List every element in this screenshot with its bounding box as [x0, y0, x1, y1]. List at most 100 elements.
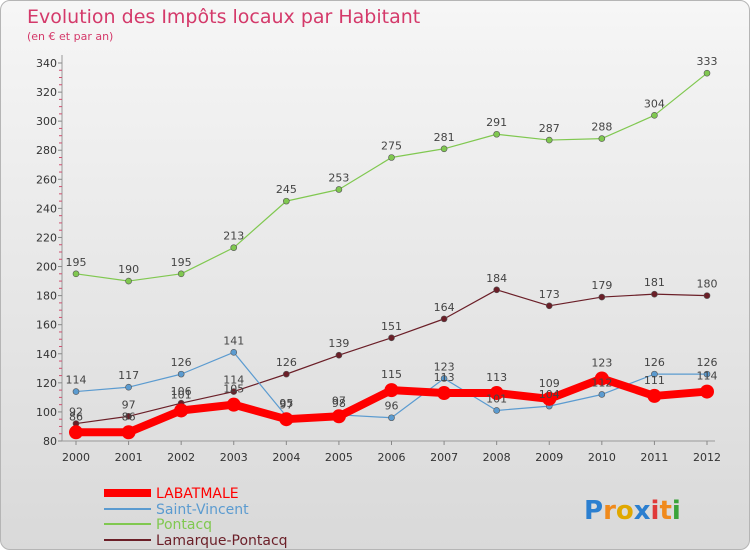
- data-label: 106: [171, 385, 192, 398]
- data-label: 86: [69, 410, 83, 423]
- y-tick-label: 140: [36, 348, 57, 361]
- x-tick-label: 2001: [115, 451, 143, 464]
- data-label: 195: [171, 256, 192, 269]
- y-tick-label: 220: [36, 231, 57, 244]
- data-label: 98: [332, 397, 346, 410]
- data-point: [230, 349, 238, 356]
- data-point: [72, 388, 80, 395]
- data-label: 123: [434, 360, 455, 373]
- data-label: 173: [539, 288, 560, 301]
- x-tick-label: 2004: [272, 451, 300, 464]
- data-point: [703, 292, 711, 299]
- data-label: 304: [644, 97, 665, 110]
- x-tick-label: 2003: [220, 451, 248, 464]
- data-label: 126: [276, 356, 297, 369]
- data-point: [230, 388, 238, 395]
- y-tick-label: 200: [36, 261, 57, 274]
- legend-label: LABATMALE: [156, 486, 239, 502]
- data-point: [647, 388, 662, 403]
- logo-letter: P: [584, 496, 603, 526]
- y-tick-label: 280: [36, 144, 57, 157]
- data-point: [69, 425, 83, 440]
- data-point: [125, 412, 132, 420]
- data-label: 213: [223, 230, 244, 243]
- data-point: [440, 375, 448, 382]
- data-label: 253: [328, 171, 349, 184]
- data-point: [440, 145, 448, 153]
- x-tick-label: 2009: [535, 451, 563, 464]
- data-label: 190: [118, 263, 139, 276]
- data-point: [121, 425, 136, 440]
- data-label: 109: [539, 377, 560, 390]
- data-label: 181: [644, 276, 665, 289]
- chart-title: Evolution des Impôts locaux par Habitant: [27, 6, 421, 28]
- data-point: [493, 130, 500, 138]
- data-label: 139: [328, 337, 349, 350]
- legend-label: Saint-Vincent: [156, 502, 249, 518]
- data-point: [72, 270, 80, 278]
- data-label: 164: [434, 301, 455, 314]
- data-label: 151: [381, 320, 402, 333]
- data-label: 141: [223, 334, 244, 347]
- data-point: [230, 244, 238, 251]
- y-tick-label: 120: [36, 377, 57, 390]
- data-point: [437, 386, 452, 401]
- data-label: 115: [381, 368, 402, 381]
- logo-text: Proxiti: [584, 496, 681, 526]
- data-label: 275: [381, 140, 402, 153]
- data-point: [335, 351, 343, 359]
- data-label: 97: [122, 398, 136, 411]
- data-label: 86: [122, 410, 136, 423]
- logo-letter: o: [616, 496, 634, 526]
- data-point: [703, 69, 711, 77]
- data-label: 111: [644, 374, 665, 387]
- data-point: [177, 370, 185, 378]
- logo-letter: r: [603, 496, 616, 526]
- data-label: 97: [332, 394, 346, 407]
- data-point: [598, 135, 606, 142]
- data-label: 245: [276, 183, 297, 196]
- data-label: 114: [697, 370, 718, 383]
- y-tick-label: 240: [36, 202, 57, 215]
- data-label: 112: [591, 376, 612, 389]
- data-point: [279, 412, 294, 427]
- data-point: [174, 403, 189, 418]
- data-label: 104: [539, 388, 560, 401]
- legend-label: Lamarque-Pontacq: [156, 533, 288, 549]
- data-label: 126: [644, 356, 665, 369]
- y-tick-label: 260: [36, 173, 57, 186]
- data-label: 126: [697, 356, 718, 369]
- y-tick-label: 180: [36, 290, 57, 303]
- data-point: [388, 334, 395, 342]
- data-label: 287: [539, 122, 560, 135]
- y-tick-label: 160: [36, 319, 57, 332]
- data-point: [177, 270, 185, 278]
- data-point: [489, 386, 504, 401]
- data-point: [651, 112, 658, 119]
- data-label: 184: [486, 272, 507, 285]
- x-tick-label: 2000: [62, 451, 90, 464]
- data-label: 117: [118, 369, 139, 382]
- data-point: [388, 154, 395, 161]
- y-tick-label: 100: [36, 406, 57, 419]
- data-label: 92: [69, 406, 83, 419]
- data-label: 97: [279, 398, 293, 411]
- data-label: 195: [66, 256, 87, 269]
- data-point: [545, 302, 553, 310]
- data-label: 101: [486, 392, 507, 405]
- data-point: [388, 414, 395, 422]
- data-point: [700, 384, 714, 399]
- x-tick-label: 2011: [640, 451, 668, 464]
- data-point: [651, 290, 658, 298]
- legend: LABATMALESaint-VincentPontacqLamarque-Po…: [104, 486, 288, 549]
- data-label: 288: [591, 121, 612, 134]
- data-label: 291: [486, 116, 507, 129]
- data-label: 114: [66, 374, 87, 387]
- data-point: [598, 293, 606, 301]
- series-line: [75, 72, 708, 282]
- axes: 80 100 120 140 160 180 200 220 240 260 280 300 320 34…: [36, 55, 721, 464]
- x-tick-label: 2010: [588, 451, 616, 464]
- y-tick-label: 340: [36, 57, 57, 70]
